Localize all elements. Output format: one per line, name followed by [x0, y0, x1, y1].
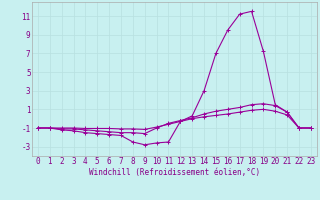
X-axis label: Windchill (Refroidissement éolien,°C): Windchill (Refroidissement éolien,°C) — [89, 168, 260, 177]
